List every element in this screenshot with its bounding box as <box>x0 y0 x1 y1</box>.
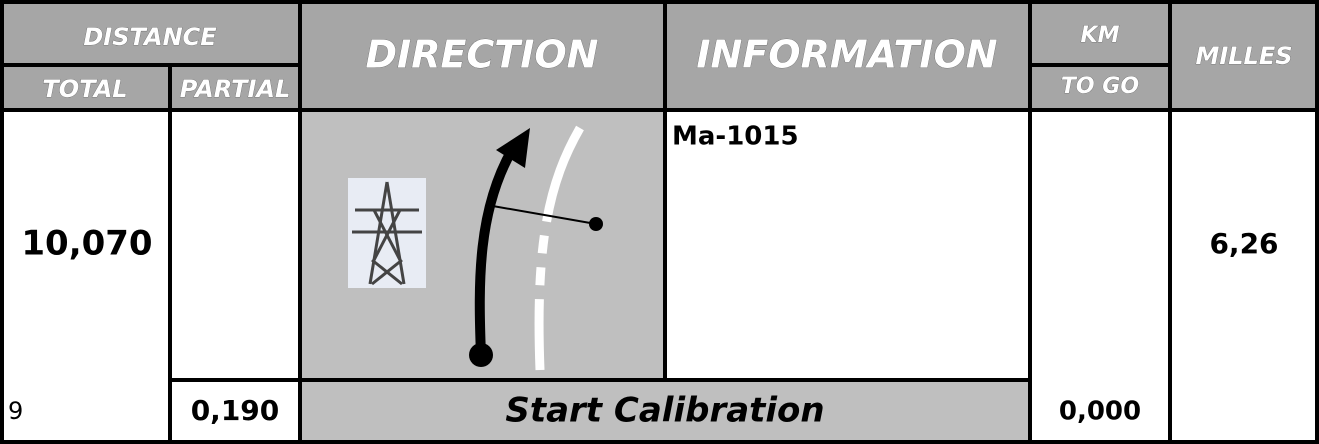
pointer <box>486 204 597 225</box>
milles: 6,26 <box>1209 227 1278 260</box>
header-to-go: TO GO <box>1061 74 1139 99</box>
direction-diagram <box>348 125 603 371</box>
header-partial: PARTIAL <box>180 75 291 103</box>
pointer-dot <box>589 217 603 231</box>
row-index: 9 <box>8 397 23 425</box>
information: Ma-1015 <box>672 122 799 152</box>
header-distance: DISTANCE <box>83 23 217 51</box>
start-dot <box>469 343 493 367</box>
calibration-note: Start Calibration <box>505 391 824 431</box>
header-total: TOTAL <box>42 75 127 103</box>
header-bg <box>0 0 1319 110</box>
header-km: KM <box>1081 23 1120 48</box>
header-milles: MILLES <box>1195 42 1292 70</box>
arrow-head <box>496 128 530 168</box>
calibration-bg <box>300 380 1030 444</box>
header-information: INFORMATION <box>696 33 997 77</box>
route-arrow <box>474 147 517 356</box>
partial-distance: 0,190 <box>191 394 280 427</box>
pylon <box>352 181 422 286</box>
road <box>534 125 584 371</box>
header-direction: DIRECTION <box>366 33 599 77</box>
total-distance: 10,070 <box>21 224 152 264</box>
km-to-go: 0,000 <box>1059 397 1141 427</box>
